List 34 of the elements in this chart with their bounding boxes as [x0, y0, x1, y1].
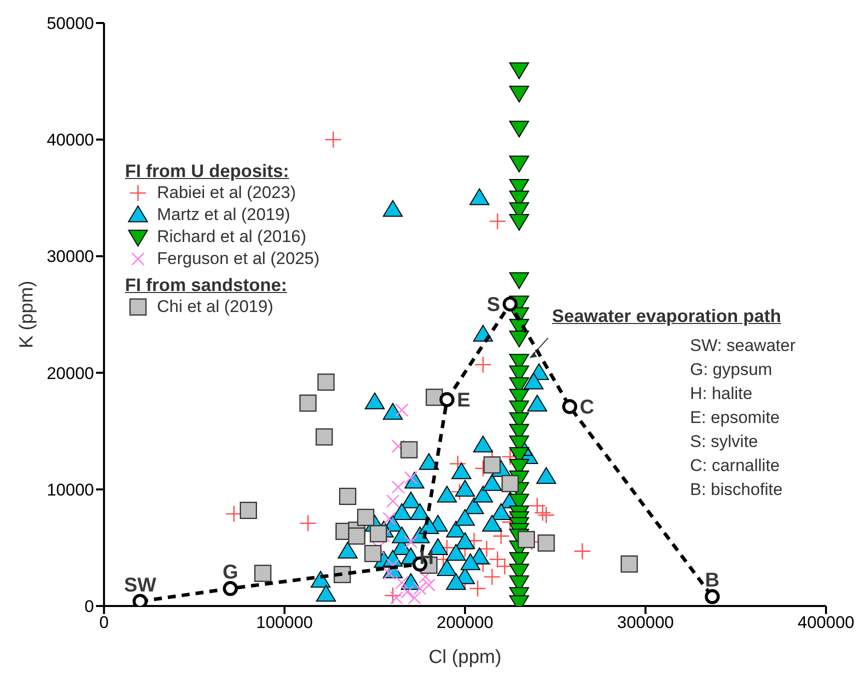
- annotation: FI from sandstone:: [125, 274, 288, 296]
- legend-label: Martz et al (2019): [157, 204, 290, 226]
- annotation: G: [222, 562, 238, 584]
- y-tick-label: 10000: [46, 480, 94, 500]
- annotation: B: [705, 570, 720, 592]
- annotation: S: [486, 294, 500, 316]
- y-tick-label: 30000: [46, 247, 94, 266]
- y-axis-title: K (ppm): [16, 280, 38, 348]
- x-tick-label: 400000: [798, 613, 854, 632]
- annotation: E: epsomite: [690, 407, 781, 429]
- y-tick-label: 0: [84, 597, 94, 616]
- x-tick-label: 300000: [617, 613, 674, 632]
- x-tick-label: 0: [99, 613, 109, 632]
- x-tick-label: 100000: [256, 613, 313, 632]
- annotation: E: [456, 390, 470, 412]
- x-axis-title: Cl (ppm): [428, 647, 502, 668]
- legend-label: Ferguson et al (2025): [157, 248, 320, 270]
- x-tick-label: 200000: [436, 613, 494, 632]
- annotation: B: bischofite: [690, 479, 784, 501]
- annotation: H: halite: [690, 383, 754, 405]
- annotation: Seawater evaporation path: [552, 306, 782, 327]
- legend-label: Rabiei et al (2023): [157, 182, 296, 204]
- annotation: SW: seawater: [690, 335, 796, 357]
- y-tick-label: 20000: [46, 364, 94, 383]
- annotation: SW: [124, 574, 156, 596]
- annotation: G: gypsum: [690, 359, 774, 381]
- annotation: S: sylvite: [690, 431, 760, 453]
- y-tick-label: 50000: [46, 14, 94, 34]
- annotation: C: [580, 396, 594, 419]
- annotation: C: carnallite: [690, 455, 781, 477]
- legend-label: Chi et al (2019): [157, 296, 274, 318]
- y-tick-label: 40000: [46, 130, 94, 150]
- annotation: FI from U deposits:: [125, 160, 290, 182]
- legend-label: Richard et al (2016): [157, 226, 306, 248]
